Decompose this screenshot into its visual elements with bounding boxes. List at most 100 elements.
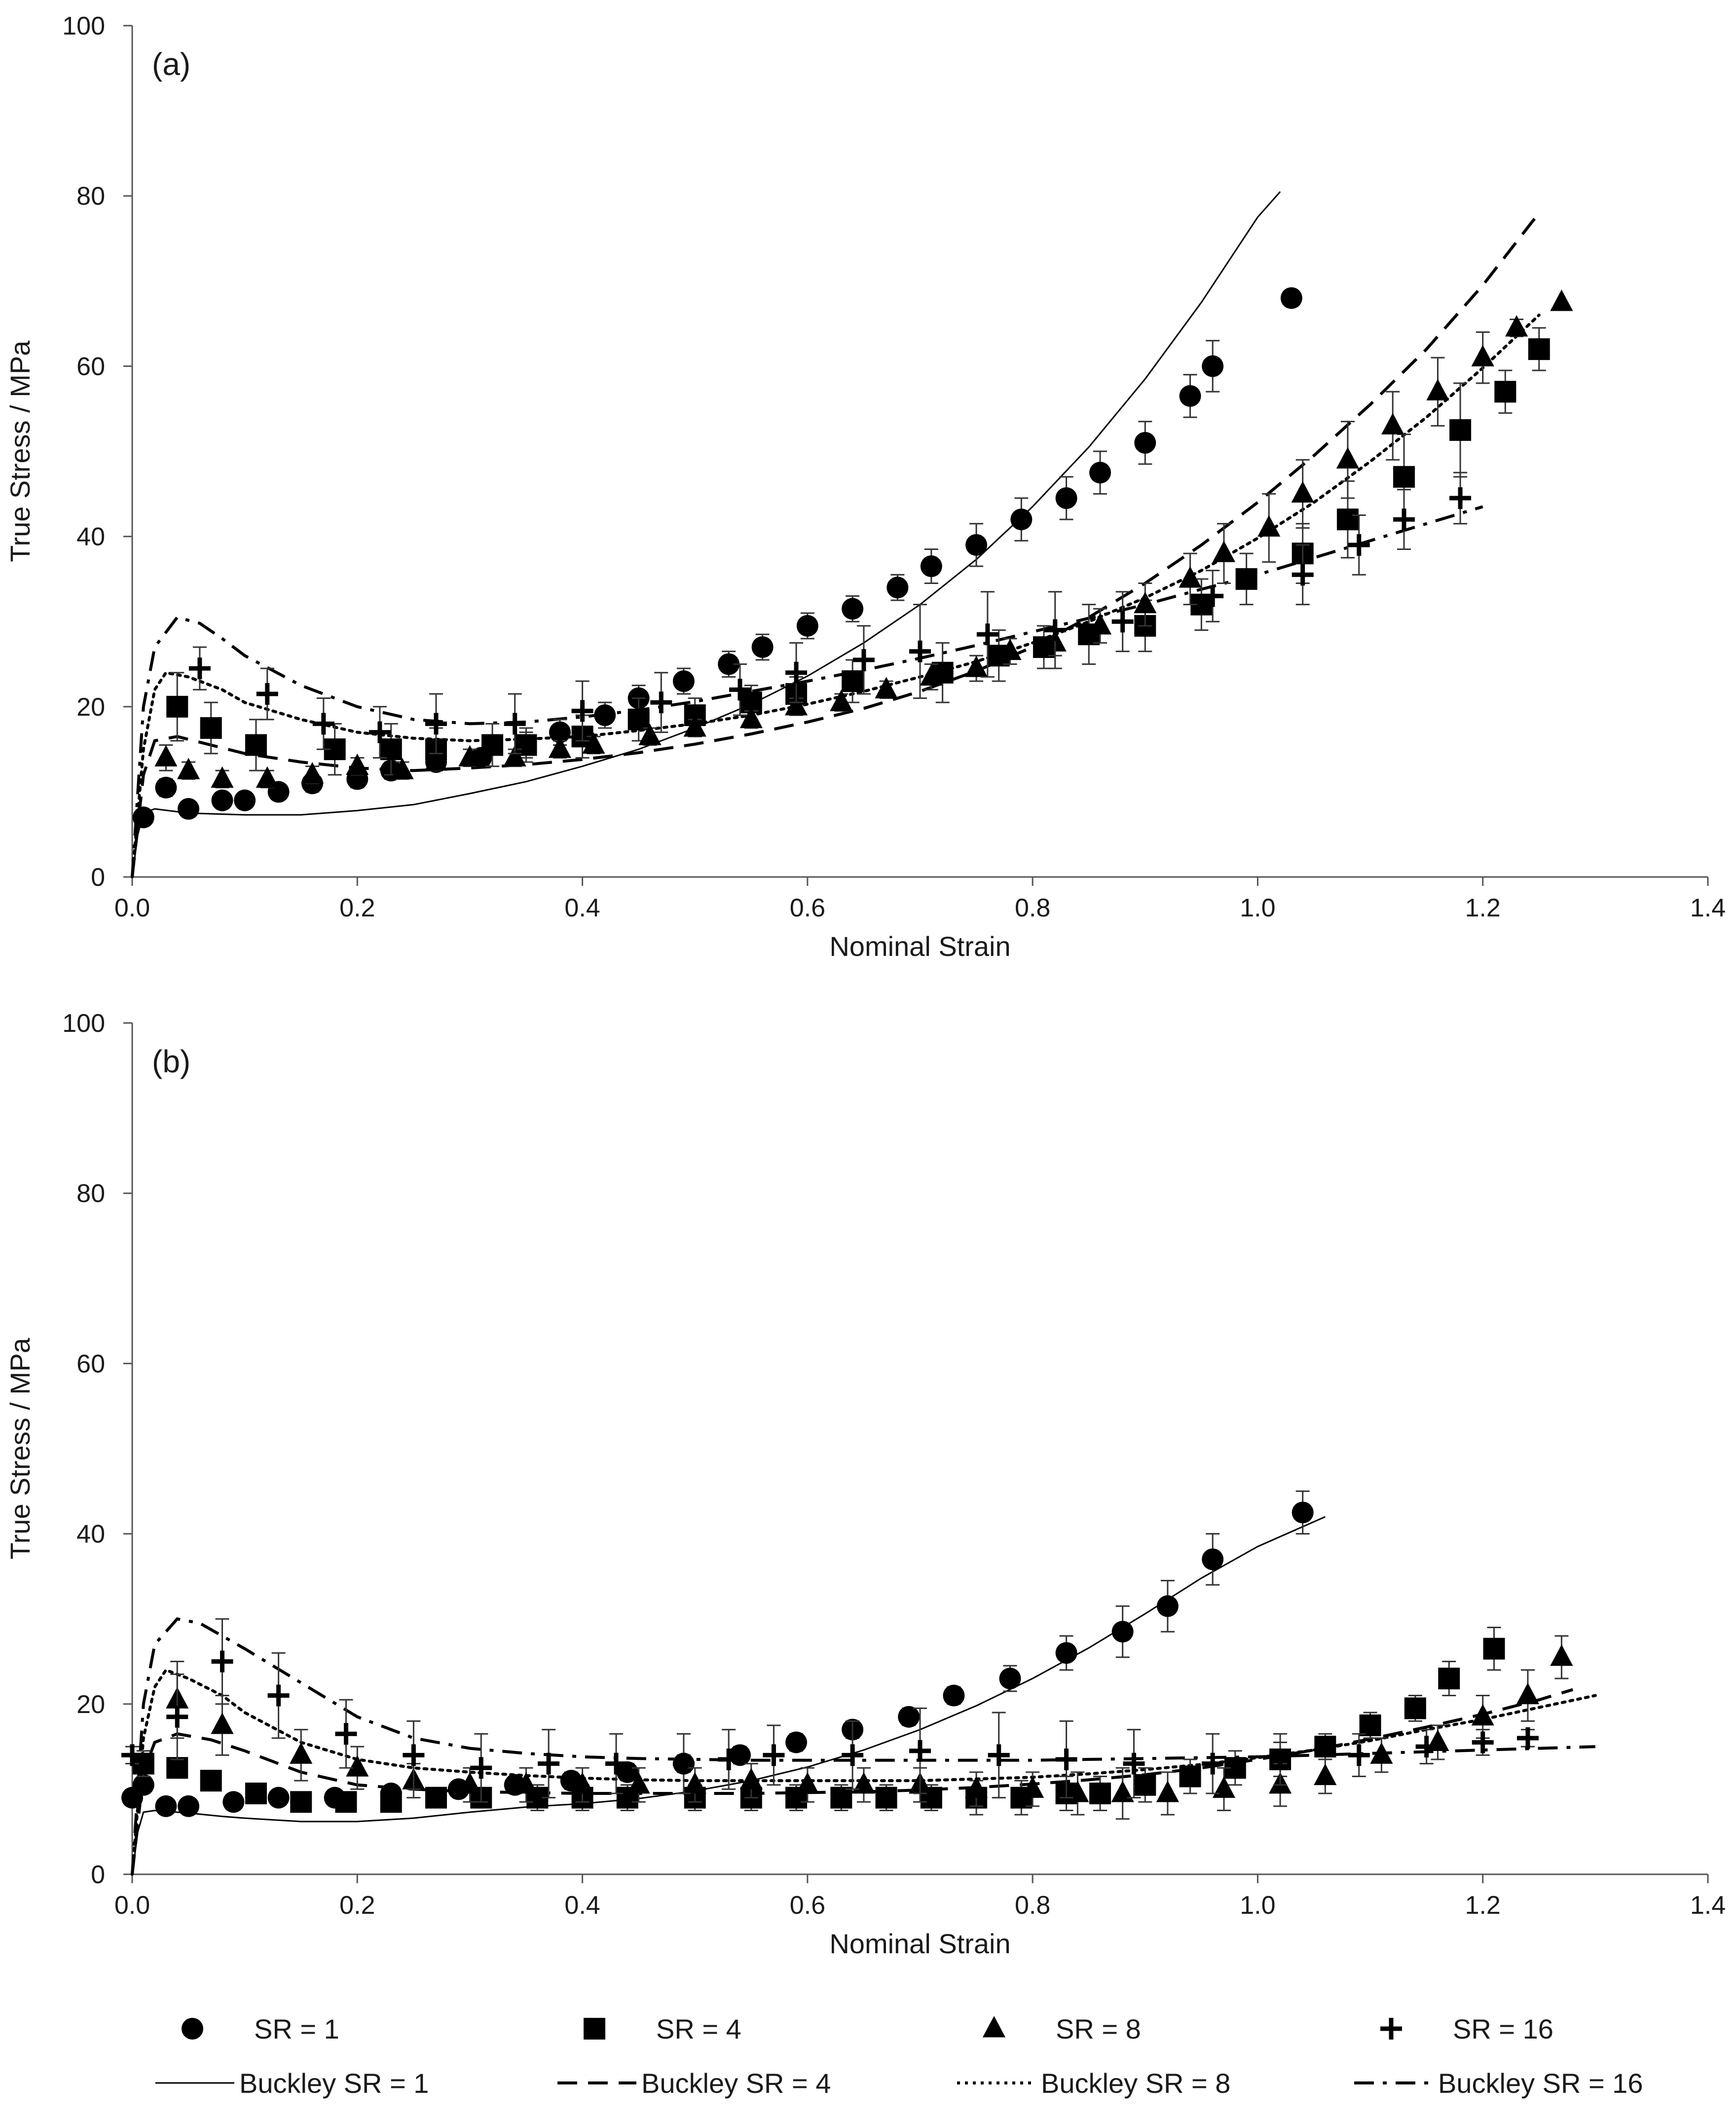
data-point: [875, 677, 898, 698]
legend-symbol: [982, 2016, 1006, 2038]
data-point: [1494, 381, 1516, 403]
data-point: [222, 1791, 245, 1813]
x-tick-label: 0.0: [114, 894, 150, 922]
data-point: [458, 745, 481, 766]
data-point: [943, 1684, 965, 1707]
series-line-buckley-sr-16: [131, 1617, 1595, 1875]
y-tick-label: 20: [76, 1690, 105, 1719]
data-point: [1202, 1752, 1224, 1775]
data-point: [200, 717, 222, 739]
data-point: [1089, 462, 1111, 484]
data-point: [1438, 1668, 1460, 1690]
data-point: [1179, 566, 1202, 588]
data-point: [1111, 1781, 1134, 1802]
series-line-buckley-sr-4: [131, 212, 1541, 877]
data-point: [1314, 1736, 1336, 1758]
data-point: [1550, 290, 1573, 311]
legend-item: SR = 16: [1380, 2013, 1553, 2044]
data-point: [616, 1761, 638, 1783]
x-tick-label: 0.4: [564, 894, 600, 922]
x-axis-title: Nominal Strain: [829, 1928, 1010, 1959]
y-tick-label: 40: [76, 1520, 105, 1549]
data-point: [1291, 481, 1314, 503]
y-axis-title: True Stress / MPa: [4, 1338, 36, 1560]
data-point: [909, 1740, 931, 1762]
data-point: [571, 700, 593, 722]
data-point: [1336, 447, 1360, 469]
data-point: [1348, 534, 1370, 556]
data-point: [1212, 541, 1236, 562]
series-sr-16: [121, 1618, 1539, 1803]
data-point: [1449, 419, 1472, 441]
y-tick-label: 80: [76, 182, 105, 211]
data-point: [188, 657, 211, 680]
data-point: [672, 670, 695, 693]
x-tick-label: 0.2: [339, 1891, 375, 1920]
x-tick-label: 0.6: [790, 1891, 825, 1920]
legend-item: SR = 1: [182, 2013, 339, 2044]
data-point: [650, 692, 672, 714]
data-point: [1483, 1638, 1505, 1660]
data-point: [627, 1772, 650, 1794]
data-point: [1516, 1727, 1539, 1749]
data-point: [683, 715, 706, 737]
data-point: [1472, 1731, 1494, 1753]
data-point: [1404, 1697, 1426, 1719]
data-point: [1202, 1548, 1224, 1570]
data-point: [1202, 585, 1224, 607]
data-point: [920, 664, 943, 686]
data-point: [976, 623, 998, 646]
data-point: [1393, 509, 1415, 531]
x-tick-label: 0.8: [1015, 1891, 1050, 1920]
data-point: [346, 1755, 369, 1777]
x-tick-label: 1.2: [1465, 894, 1501, 922]
data-point: [729, 679, 751, 701]
panel-label: (a): [152, 46, 190, 82]
data-point: [582, 732, 605, 754]
data-point: [290, 1742, 313, 1764]
data-point: [178, 1795, 200, 1817]
series-sr-1: [132, 287, 1302, 829]
data-point: [1415, 1736, 1438, 1758]
data-point: [751, 636, 774, 658]
data-point: [999, 1668, 1021, 1690]
data-point: [909, 640, 931, 662]
data-point: [154, 745, 178, 766]
data-point: [739, 1768, 763, 1789]
data-point: [898, 1706, 920, 1728]
data-point: [1010, 509, 1033, 531]
data-point: [718, 653, 740, 675]
x-tick-label: 1.4: [1690, 894, 1726, 922]
data-point: [132, 1774, 154, 1796]
data-point: [155, 776, 177, 799]
legend-label: SR = 1: [254, 2013, 339, 2044]
data-point: [1269, 1748, 1292, 1770]
data-point: [842, 598, 864, 620]
x-tick-label: 1.2: [1465, 1891, 1501, 1920]
data-point: [729, 1744, 751, 1766]
data-point: [177, 758, 200, 779]
legend: SR = 1 SR = 4 SR = 8 SR = 16 Buckley SR = 1 B…: [155, 2013, 1643, 2099]
series-sr-16: [188, 472, 1472, 759]
panel-label: (b): [152, 1044, 190, 1079]
data-point: [1449, 487, 1472, 509]
data-point: [256, 683, 278, 705]
data-point: [1292, 564, 1314, 586]
data-point: [1257, 515, 1281, 537]
data-point: [571, 1772, 594, 1794]
data-point: [842, 1744, 864, 1766]
data-point: [1426, 379, 1449, 401]
data-point: [1044, 619, 1066, 641]
legend-label: Buckley SR = 16: [1438, 2068, 1643, 2099]
x-tick-label: 0.8: [1015, 894, 1050, 922]
data-point: [335, 1791, 357, 1813]
series-line-buckley-sr-1: [131, 191, 1281, 877]
data-point: [785, 661, 808, 684]
data-point: [211, 1650, 233, 1673]
data-point: [1235, 568, 1257, 590]
x-axis-title: Nominal Strain: [829, 931, 1010, 962]
data-point: [538, 1752, 560, 1775]
data-point: [166, 1706, 188, 1728]
x-tick-label: 1.0: [1240, 894, 1275, 922]
data-point: [380, 738, 402, 761]
